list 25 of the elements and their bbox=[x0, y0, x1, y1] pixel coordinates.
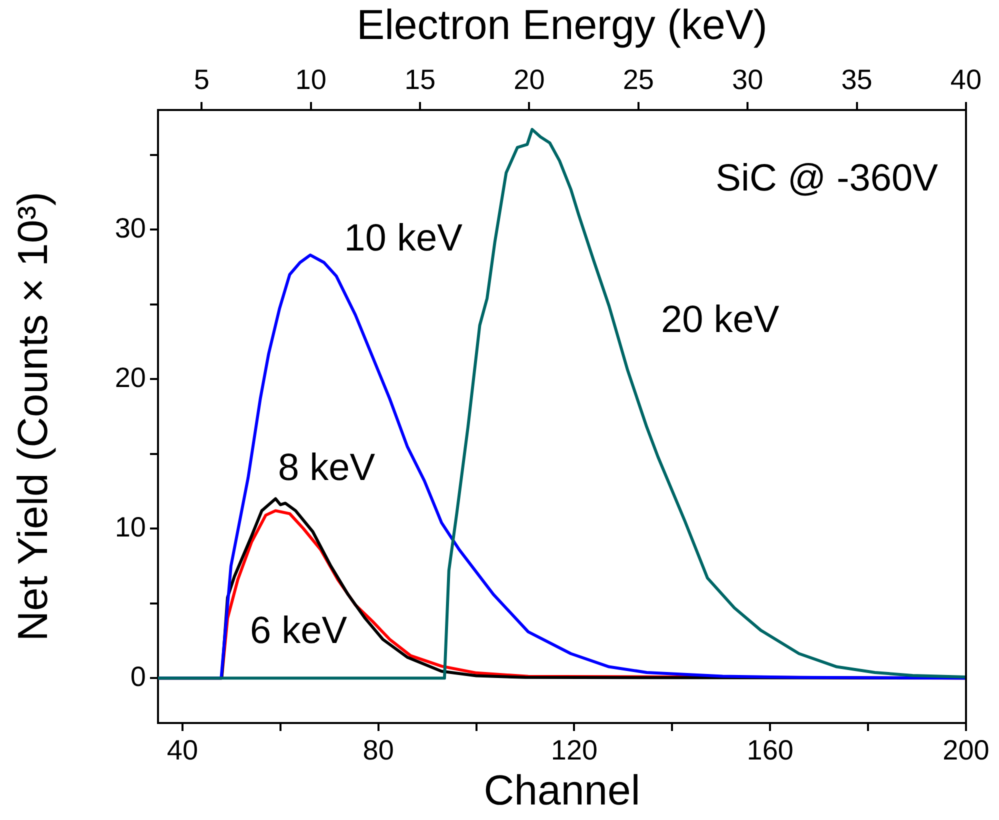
x-tick-label: 200 bbox=[942, 734, 990, 766]
series-label: 8 keV bbox=[278, 447, 376, 490]
y-tick-label: 20 bbox=[114, 362, 146, 393]
x-tick-label: 120 bbox=[550, 734, 598, 766]
x2-tick-label: 15 bbox=[404, 64, 436, 95]
y-tick-label: 10 bbox=[114, 511, 146, 542]
y-tick-label: 0 bbox=[130, 660, 146, 692]
x2-axis-title: Electron Energy (keV) bbox=[356, 0, 768, 48]
series-label: 10 keV bbox=[344, 218, 464, 260]
series-label: 20 keV bbox=[660, 298, 780, 341]
x-tick-label: 80 bbox=[362, 734, 394, 766]
series-label: 6 keV bbox=[250, 610, 348, 652]
x-axis-title: Channel bbox=[484, 766, 640, 814]
x-tick-label: 160 bbox=[746, 734, 794, 766]
x2-tick-label: 25 bbox=[622, 64, 654, 95]
annotation: SiC @ -360V bbox=[716, 157, 939, 200]
x2-tick-label: 5 bbox=[194, 64, 210, 95]
y-axis-title: Net Yield (Counts × 10³) bbox=[8, 192, 56, 642]
y-tick-label: 30 bbox=[114, 212, 146, 244]
x2-tick-label: 40 bbox=[950, 64, 982, 95]
x2-tick-label: 35 bbox=[841, 64, 872, 95]
x2-tick-label: 30 bbox=[732, 64, 764, 95]
x2-tick-label: 10 bbox=[295, 64, 326, 95]
x-tick-label: 40 bbox=[166, 734, 198, 766]
x2-tick-label: 20 bbox=[514, 64, 545, 95]
